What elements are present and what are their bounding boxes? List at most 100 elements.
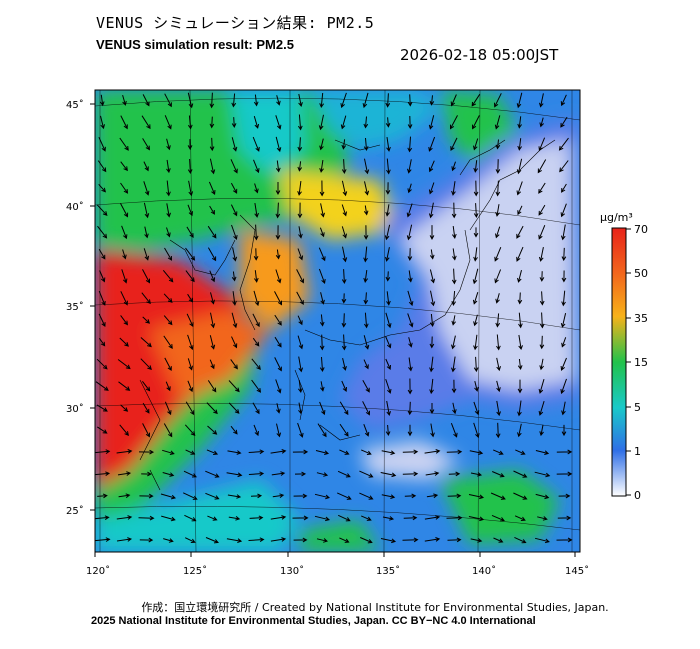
wind-arrow — [341, 334, 347, 351]
wind-arrow — [518, 334, 523, 351]
wind-arrow — [424, 515, 441, 520]
wind-arrow — [470, 472, 483, 477]
wind-arrow — [473, 203, 479, 218]
wind-arrow — [298, 402, 303, 415]
wind-arrow — [253, 270, 259, 283]
colorbar-label: 15 — [634, 356, 648, 369]
wind-arrow — [270, 515, 287, 520]
wind-arrow — [474, 380, 479, 392]
wind-arrow — [275, 202, 281, 219]
wind-arrow — [560, 94, 567, 107]
wind-arrow — [559, 160, 569, 173]
wind-arrow — [120, 115, 128, 130]
wind-arrow — [187, 158, 193, 175]
wind-arrow — [319, 160, 324, 173]
wind-arrow — [209, 205, 215, 215]
colorbar-label: 70 — [634, 223, 648, 236]
wind-arrow — [339, 401, 349, 416]
wind-arrow — [164, 93, 172, 108]
wind-arrow — [119, 337, 129, 347]
wind-arrow — [428, 115, 435, 130]
wind-arrow — [495, 204, 500, 217]
wind-arrow — [297, 202, 303, 219]
wind-arrow — [210, 292, 215, 305]
wind-arrow — [428, 160, 435, 173]
wind-arrow — [252, 337, 260, 347]
wind-arrow — [403, 515, 418, 521]
wind-arrow — [164, 115, 172, 130]
wind-arrow — [534, 471, 551, 478]
wind-arrow — [319, 356, 325, 373]
wind-arrow — [558, 137, 569, 151]
wind-arrow — [496, 357, 501, 372]
wind-arrow — [120, 203, 129, 218]
wind-arrow — [183, 470, 197, 478]
wind-arrow — [513, 492, 528, 500]
wind-arrow — [209, 359, 215, 370]
wind-arrow — [514, 536, 527, 544]
wind-arrow — [142, 269, 150, 284]
wind-arrow — [514, 515, 526, 521]
wind-arrow — [142, 423, 150, 438]
wind-arrow — [451, 226, 457, 239]
wind-arrow — [252, 402, 260, 415]
wind-arrow — [227, 450, 242, 455]
wind-arrow — [185, 270, 195, 283]
wind-arrow — [407, 401, 413, 416]
wind-arrow — [363, 205, 369, 216]
wind-arrow — [231, 137, 238, 152]
wind-arrow — [97, 160, 107, 173]
wind-arrow — [495, 139, 501, 150]
wind-arrow — [539, 291, 545, 306]
wind-arrow — [163, 423, 173, 438]
wind-arrow — [143, 181, 150, 196]
wind-arrow — [226, 538, 243, 543]
lon-label: 130˚ — [280, 565, 304, 577]
wind-arrow — [320, 292, 325, 305]
lat-label: 35˚ — [66, 301, 84, 313]
wind-arrow — [451, 202, 457, 219]
wind-arrow — [97, 225, 108, 239]
wind-arrow — [516, 92, 523, 109]
wind-arrow — [472, 115, 480, 130]
wind-arrow — [385, 117, 391, 128]
wind-arrow — [363, 424, 370, 437]
wind-arrow — [490, 492, 506, 500]
wind-vector-field — [95, 92, 573, 544]
wind-arrow — [429, 313, 435, 328]
wind-arrow — [339, 423, 349, 437]
wind-arrow — [226, 472, 243, 478]
wind-arrow — [407, 424, 413, 437]
wind-arrow — [161, 515, 176, 522]
wind-arrow — [118, 493, 131, 498]
wind-arrow — [231, 93, 237, 108]
wind-arrow — [319, 92, 325, 109]
wind-arrow — [207, 515, 218, 521]
wind-arrow — [380, 538, 397, 544]
wind-arrow — [517, 269, 522, 283]
wind-arrow — [98, 313, 106, 328]
wind-arrow — [364, 158, 370, 175]
wind-arrow — [341, 180, 348, 197]
wind-arrow — [363, 270, 369, 283]
wind-arrow — [248, 449, 265, 455]
wind-arrow — [297, 335, 304, 350]
wind-arrow — [450, 137, 458, 152]
wind-arrow — [227, 494, 242, 499]
wind-arrow — [318, 268, 326, 284]
wind-arrow — [495, 313, 501, 328]
wind-arrow — [187, 334, 194, 351]
wind-arrow — [407, 159, 412, 174]
concentration-field — [95, 90, 580, 552]
wind-arrow — [402, 449, 419, 455]
wind-arrow — [495, 422, 501, 439]
wind-arrow — [408, 357, 413, 372]
wind-arrow — [450, 94, 457, 107]
wind-arrow — [556, 537, 573, 543]
wind-arrow — [99, 270, 106, 283]
wind-arrow — [120, 315, 129, 326]
wind-arrow — [205, 470, 220, 478]
wind-arrow — [492, 471, 505, 478]
wind-arrow — [446, 449, 463, 455]
